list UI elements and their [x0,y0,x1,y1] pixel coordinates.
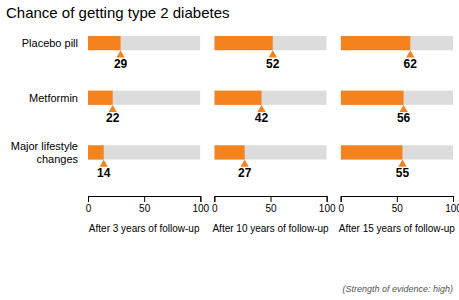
bar [341,91,404,105]
tick-label: 0 [86,203,92,214]
category-label-line: changes [36,153,78,165]
tick-label: 100 [192,203,209,214]
bar [214,36,272,50]
bar-track [341,36,453,50]
category-label: Placebo pill [22,37,78,49]
title: Chance of getting type 2 diabetes [6,4,230,21]
tick-label: 0 [212,203,218,214]
tick: 100 [192,196,209,214]
tick-label: 100 [445,203,459,214]
tick: 50 [392,196,404,214]
plot-area [88,36,200,167]
tick-mark [214,196,215,202]
data-label: 42 [255,111,269,125]
tick-label: 50 [392,203,404,214]
bar [341,36,411,50]
bar-track [214,145,326,159]
bar [214,91,261,105]
data-label: 27 [238,166,252,180]
tick-label: 0 [338,203,344,214]
bar [88,91,113,105]
bar-track [88,91,200,105]
x-axis: 0 50 100 [212,196,336,214]
bar-track [88,36,200,50]
panel: 62 56 55 0 50 100 After 15 years of follow-up [338,36,459,234]
category-label-line: Metformin [29,92,78,104]
category-label: Major lifestylechanges [11,140,79,165]
data-label: 14 [97,166,111,180]
axis-line [341,197,453,203]
tick-mark [453,196,454,202]
category-label-line: Placebo pill [22,37,78,49]
tick-label: 50 [139,203,151,214]
bar [88,145,104,159]
tick-mark [327,196,328,202]
tick-mark [144,196,145,202]
category-label: Metformin [29,92,78,104]
bar-track [214,36,326,50]
bar-track [88,145,200,159]
x-axis: 0 50 100 [338,196,459,214]
tick: 100 [445,196,459,214]
tick-mark [200,196,201,202]
data-label: 52 [266,57,280,71]
tick-mark [88,196,89,202]
data-label: 22 [106,111,120,125]
axis-line [89,197,201,203]
bar-track [214,91,326,105]
axis-title: After 10 years of follow-up [212,223,329,234]
data-label: 55 [396,166,410,180]
bar [341,145,403,159]
panel: 29 22 14 0 50 100 After 3 years of follow-up Pl… [11,36,210,234]
plot-area [214,36,326,167]
data-label: 56 [397,111,411,125]
tick: 0 [338,196,344,214]
tick: 50 [139,196,151,214]
data-label: 62 [404,57,418,71]
tick: 0 [86,196,92,214]
tick-label: 50 [265,203,277,214]
axis-title: After 15 years of follow-up [339,223,456,234]
panel: 52 42 27 0 50 100 After 10 years of follow-up [212,36,336,234]
data-label: 29 [114,57,128,71]
tick-label: 100 [319,203,336,214]
bar [214,145,244,159]
tick: 0 [212,196,218,214]
x-axis: 0 50 100 [86,196,210,214]
axis-title: After 3 years of follow-up [89,223,200,234]
plot-area [341,36,453,167]
chart: Chance of getting type 2 diabetes (Streng… [0,0,459,300]
bar [88,36,121,50]
axis-line [215,197,327,203]
category-label-line: Major lifestyle [11,140,78,152]
subtitle: (Strength of evidence: high) [342,284,453,294]
bar-track [341,145,453,159]
tick-mark [341,196,342,202]
tick: 100 [319,196,336,214]
tick-mark [271,196,272,202]
bar-track [341,91,453,105]
tick-mark [397,196,398,202]
tick: 50 [265,196,277,214]
